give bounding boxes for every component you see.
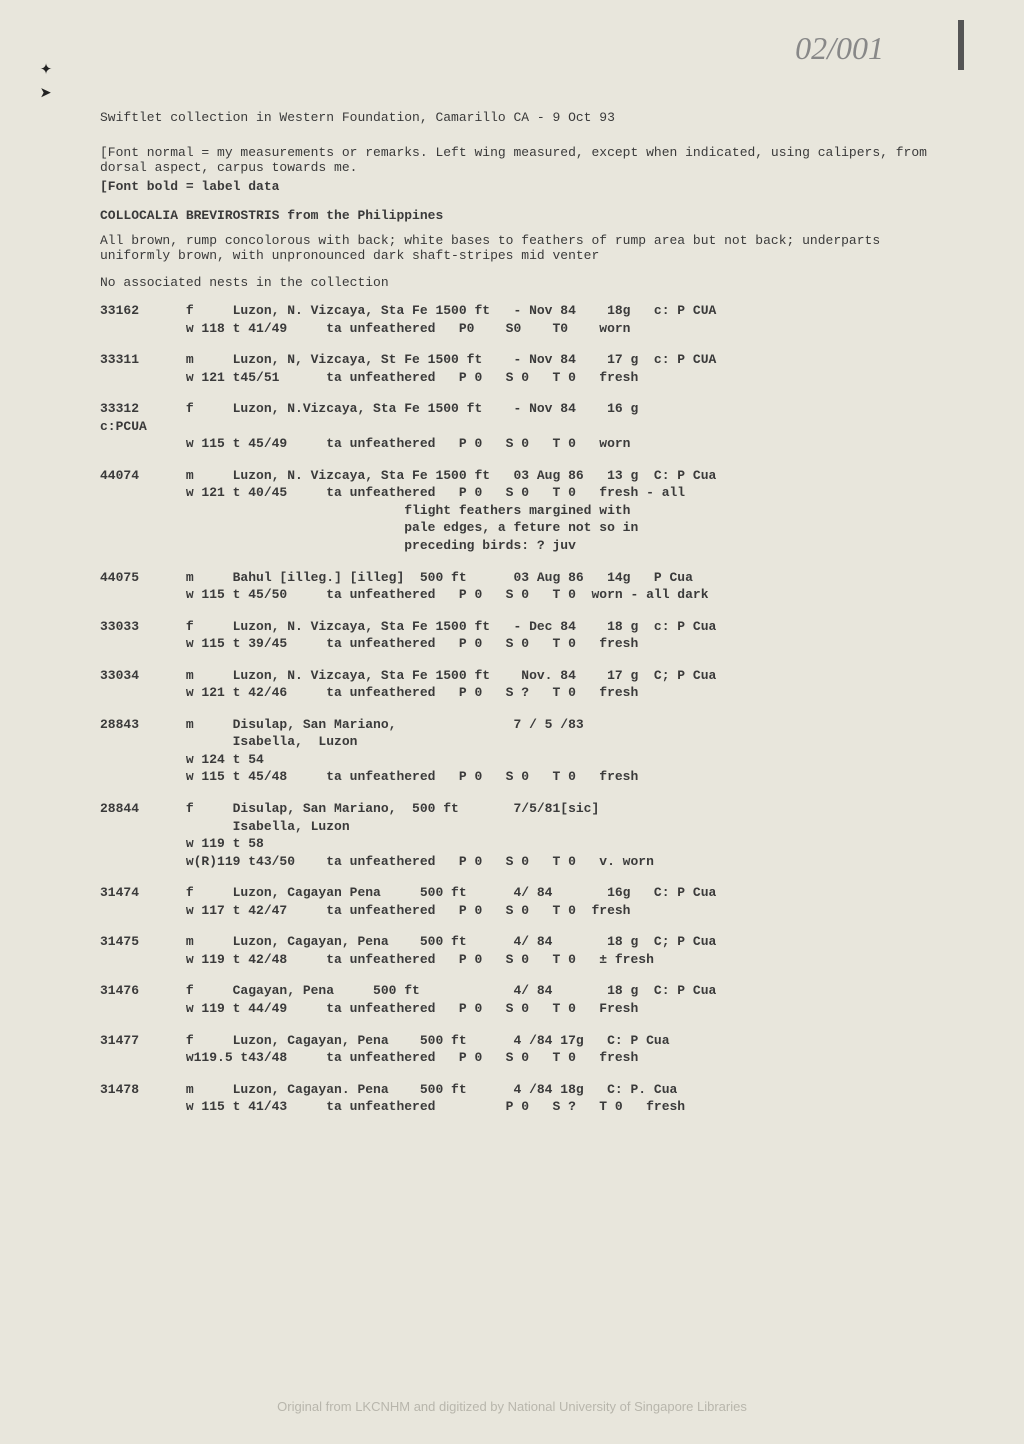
specimen-record: 33033 f Luzon, N. Vizcaya, Sta Fe 1500 f… <box>100 618 944 653</box>
specimen-record: 33311 m Luzon, N, Vizcaya, St Fe 1500 ft… <box>100 351 944 386</box>
records-list: 33162 f Luzon, N. Vizcaya, Sta Fe 1500 f… <box>100 302 944 1116</box>
specimen-record: 44074 m Luzon, N. Vizcaya, Sta Fe 1500 f… <box>100 467 944 555</box>
font-note-bold: [Font bold = label data <box>100 179 944 194</box>
specimen-record: 31474 f Luzon, Cagayan Pena 500 ft 4/ 84… <box>100 884 944 919</box>
specimen-record: 33034 m Luzon, N. Vizcaya, Sta Fe 1500 f… <box>100 667 944 702</box>
document-title: Swiftlet collection in Western Foundatio… <box>100 110 944 125</box>
document-page: Swiftlet collection in Western Foundatio… <box>0 0 1024 1170</box>
specimen-record: 31478 m Luzon, Cagayan. Pena 500 ft 4 /8… <box>100 1081 944 1116</box>
specimen-record: 31475 m Luzon, Cagayan, Pena 500 ft 4/ 8… <box>100 933 944 968</box>
specimen-record: 28844 f Disulap, San Mariano, 500 ft 7/5… <box>100 800 944 870</box>
nest-note: No associated nests in the collection <box>100 275 944 290</box>
font-note-normal: [Font normal = my measurements or remark… <box>100 145 944 175</box>
specimen-record: 33162 f Luzon, N. Vizcaya, Sta Fe 1500 f… <box>100 302 944 337</box>
specimen-record: 33312 f Luzon, N.Vizcaya, Sta Fe 1500 ft… <box>100 400 944 453</box>
species-heading: COLLOCALIA BREVIROSTRIS from the Philipp… <box>100 208 944 223</box>
species-description: All brown, rump concolorous with back; w… <box>100 233 944 263</box>
specimen-record: 31476 f Cagayan, Pena 500 ft 4/ 84 18 g … <box>100 982 944 1017</box>
specimen-record: 28843 m Disulap, San Mariano, 7 / 5 /83 … <box>100 716 944 786</box>
specimen-record: 44075 m Bahul [illeg.] [illeg] 500 ft 03… <box>100 569 944 604</box>
digitization-footer: Original from LKCNHM and digitized by Na… <box>0 1399 1024 1414</box>
specimen-record: 31477 f Luzon, Cagayan, Pena 500 ft 4 /8… <box>100 1032 944 1067</box>
